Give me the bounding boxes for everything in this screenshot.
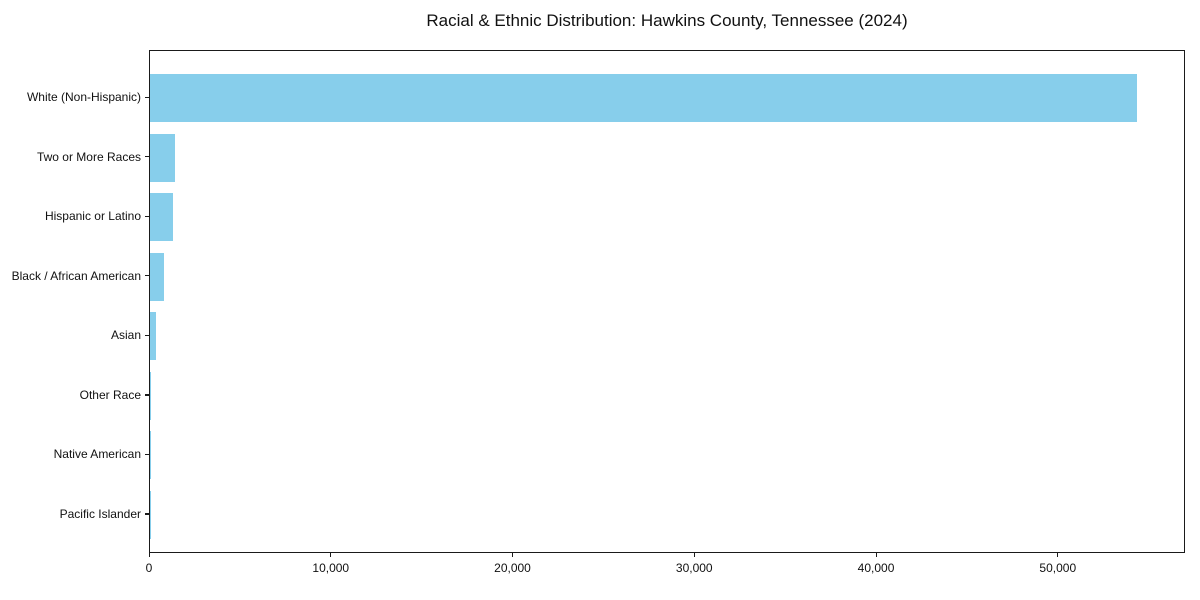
y-tick-label-asian: Asian [110, 328, 141, 343]
x-tick-30000 [693, 553, 695, 557]
bar-other-race [150, 371, 152, 420]
x-tick-20000 [512, 553, 514, 557]
x-tick-0 [148, 553, 150, 557]
x-tick-label-0: 0 [145, 561, 153, 575]
bar-hispanic-or-latino [150, 193, 173, 242]
x-tick-label-50000: 50,000 [1039, 561, 1077, 575]
y-tick-label-white-non-hispanic: White (Non-Hispanic) [26, 90, 141, 104]
y-tick-label-two-or-more-races: Two or More Races [36, 149, 141, 164]
x-tick-label-30000: 30,000 [675, 561, 713, 575]
chart-title: Racial & Ethnic Distribution: Hawkins Co… [426, 11, 908, 30]
y-tick-label-pacific-islander: Pacific Islander [59, 506, 141, 521]
y-tick-hispanic-or-latino [145, 215, 149, 217]
y-tick-white-non-hispanic [145, 96, 149, 98]
y-tick-label-black-african-american: Black / African American [11, 268, 141, 283]
y-tick-label-other-race: Other Race [79, 387, 141, 402]
bar-asian [150, 312, 156, 361]
x-tick-50000 [1057, 553, 1059, 557]
y-tick-label-native-american: Native American [53, 447, 141, 462]
bar-two-or-more-races [150, 133, 176, 182]
bar-native-american [150, 431, 151, 480]
y-tick-pacific-islander [145, 513, 149, 515]
y-tick-two-or-more-races [145, 156, 149, 158]
y-tick-asian [145, 334, 149, 336]
x-tick-label-40000: 40,000 [857, 561, 895, 575]
plot-area [149, 50, 1185, 553]
x-tick-10000 [330, 553, 332, 557]
y-tick-other-race [145, 394, 149, 396]
x-tick-label-20000: 20,000 [494, 561, 531, 575]
x-tick-label-10000: 10,000 [312, 561, 350, 575]
bar-black-african-american [150, 252, 164, 301]
x-tick-40000 [875, 553, 877, 557]
bar-white-non-hispanic [150, 74, 1137, 122]
y-tick-black-african-american [145, 275, 149, 277]
y-tick-native-american [145, 453, 149, 456]
y-tick-label-hispanic-or-latino: Hispanic or Latino [44, 209, 141, 224]
